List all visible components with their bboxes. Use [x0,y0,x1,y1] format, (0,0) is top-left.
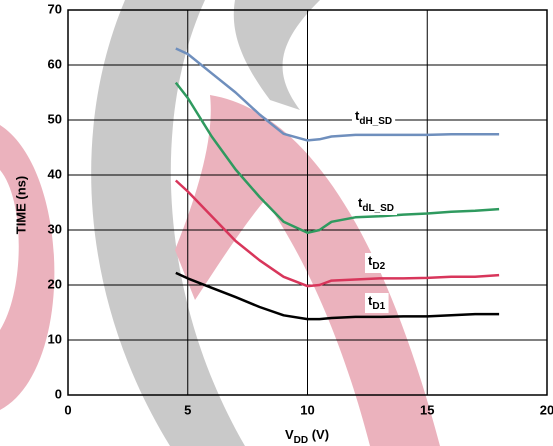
y-tick-label: 40 [48,166,62,181]
series-label: tdL_SD [358,195,394,213]
x-tick-label: 15 [420,402,434,417]
y-tick-label: 0 [55,386,62,401]
label-background [355,195,398,215]
label-background [352,108,396,128]
y-tick-label: 20 [48,276,62,291]
series-line [175,47,500,142]
series-line [175,271,500,321]
x-tick-label: 5 [184,402,191,417]
label-background [365,253,389,273]
x-tick-label: 20 [540,402,553,417]
series-line [174,81,500,235]
plot-frame [67,9,548,396]
watermark-arc [91,0,246,446]
y-tick-label: 50 [48,111,62,126]
y-tick-label: 70 [48,1,62,16]
series-line [174,179,500,288]
y-tick-label: 10 [48,331,62,346]
y-tick-label: 30 [48,221,62,236]
x-axis-title: VDD (V) [285,427,329,445]
series-label: tD2 [368,253,386,271]
x-tick-label: 10 [300,402,314,417]
series-label: tdH_SD [355,108,392,126]
y-tick-label: 60 [48,56,62,71]
watermark [0,0,440,446]
watermark-arc [233,0,320,110]
x-tick-label: 0 [64,402,71,417]
label-background [365,293,389,313]
y-axis-title: TIME (ns) [13,176,28,235]
series-label: tD1 [368,293,386,311]
watermark-arc [0,125,55,410]
